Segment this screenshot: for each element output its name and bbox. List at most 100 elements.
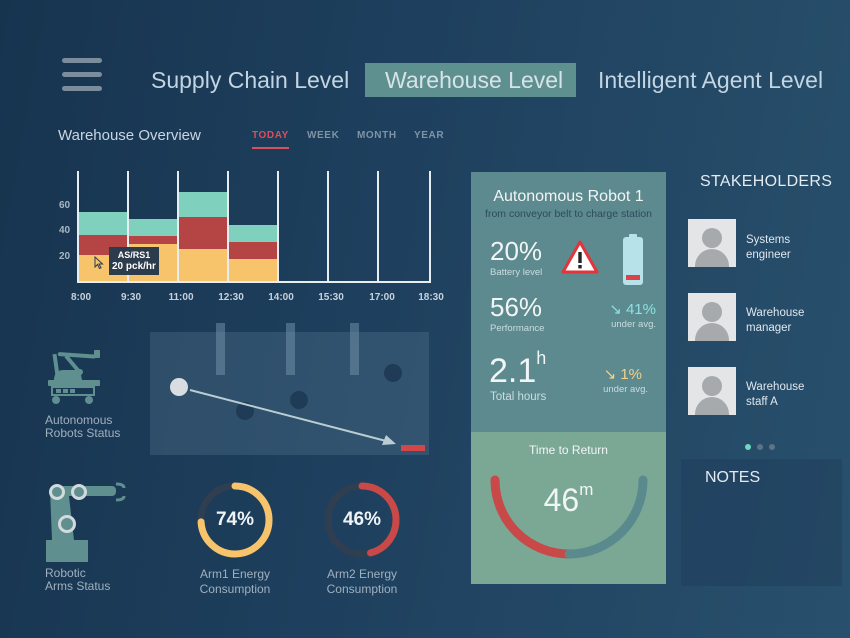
robot-card-title: Autonomous Robot 1 xyxy=(493,188,644,205)
bar-12-30-teal[interactable] xyxy=(228,225,278,242)
chart-tooltip: AS/RS1 20 pck/hr xyxy=(109,247,159,275)
stakeholders-title: STAKEHOLDERS xyxy=(700,173,833,190)
x-tick: 15:30 xyxy=(318,292,344,303)
arrow-down-right-icon: ↘ xyxy=(609,301,622,318)
hours-number: 2.1 xyxy=(489,352,537,390)
y-tick-40: 40 xyxy=(59,225,71,236)
hamburger-menu-icon[interactable] xyxy=(62,58,102,94)
avatar-systems-engineer[interactable] xyxy=(688,219,736,267)
bar-11-00-red[interactable] xyxy=(178,217,228,249)
gridline xyxy=(377,171,379,282)
total-hours-value: 2.1h xyxy=(489,348,546,391)
warehouse-overview-chart: 60 40 20 AS/RS1 20 pck/hr 8:00 9:30 11:0… xyxy=(55,165,445,310)
bar-12-30-red[interactable] xyxy=(228,242,278,259)
tooltip-title: AS/RS1 xyxy=(117,250,151,260)
robots-status-line2: Robots Status xyxy=(45,426,121,440)
gridline xyxy=(327,171,329,282)
stakeholder-line1: Warehouse xyxy=(746,381,805,393)
notes-panel[interactable]: NOTES xyxy=(681,459,842,586)
robots-status-line1: Autonomous xyxy=(45,413,113,427)
stakeholder-line1: Systems xyxy=(746,234,791,246)
x-tick: 14:00 xyxy=(268,292,294,303)
bar-12-30-yellow[interactable] xyxy=(228,259,278,281)
hours-delta: ↘ 1% xyxy=(604,365,642,383)
battery-label: Battery level xyxy=(490,267,543,278)
gridline xyxy=(177,171,179,282)
stakeholder-warehouse-manager[interactable]: Warehouse manager xyxy=(746,306,804,336)
avatar-warehouse-staff-a[interactable] xyxy=(688,367,736,415)
y-tick-20: 20 xyxy=(59,251,71,262)
robotic-arm-icon[interactable] xyxy=(44,480,130,564)
arms-status-line2: Arms Status xyxy=(45,579,111,593)
arrow-down-right-icon: ↘ xyxy=(603,366,617,383)
time-to-return-panel: Time to Return 46m xyxy=(471,432,666,584)
stakeholder-line2: engineer xyxy=(746,249,791,261)
notes-title: NOTES xyxy=(705,469,761,486)
arm1-energy-value: 74% xyxy=(215,509,255,530)
overview-title: Warehouse Overview xyxy=(58,127,201,144)
y-tick-60: 60 xyxy=(59,200,71,211)
arm1-label-line2: Consumption xyxy=(199,582,271,596)
performance-value: 56% xyxy=(490,292,543,322)
performance-delta: ↘ 41% xyxy=(609,300,656,318)
bar-9-30-teal[interactable] xyxy=(128,219,178,236)
pager-dot[interactable] xyxy=(769,444,775,450)
battery-low-icon xyxy=(623,234,643,285)
charge-station-marker xyxy=(401,445,425,451)
x-tick: 8:00 xyxy=(70,292,91,303)
time-to-return-value: 46m xyxy=(471,480,666,519)
x-tick: 17:00 xyxy=(369,292,395,303)
x-tick: 18:30 xyxy=(418,292,444,303)
performance-delta-label: under avg. xyxy=(611,319,656,330)
robots-status-label: Autonomous Robots Status xyxy=(45,414,120,440)
time-tab-week[interactable]: WEEK xyxy=(307,130,340,141)
stakeholder-warehouse-staff-a[interactable]: Warehouse staff A xyxy=(746,380,804,410)
stakeholder-systems-engineer[interactable]: Systems engineer xyxy=(746,233,791,263)
tab-supply-chain-level[interactable]: Supply Chain Level xyxy=(151,67,350,93)
mouse-cursor-icon xyxy=(94,256,104,270)
robot-path-map[interactable] xyxy=(150,332,429,455)
time-tab-month[interactable]: MONTH xyxy=(357,130,397,141)
autonomous-robot-card[interactable]: Autonomous Robot 1 from conveyor belt to… xyxy=(471,172,666,584)
arm2-energy-donut[interactable]: 46% xyxy=(323,481,401,559)
gridline xyxy=(227,171,229,282)
pager-dot-active[interactable] xyxy=(745,444,751,450)
conveyor-pillar xyxy=(216,323,225,375)
bar-9-30-red[interactable] xyxy=(128,236,178,244)
gridline xyxy=(127,171,129,282)
tab-intelligent-agent-level[interactable]: Intelligent Agent Level xyxy=(598,67,824,93)
time-to-return-title: Time to Return xyxy=(529,443,608,457)
performance-label: Performance xyxy=(490,323,545,334)
arm2-label-line2: Consumption xyxy=(326,582,398,596)
time-tab-today[interactable]: TODAY xyxy=(252,130,289,149)
total-hours-label: Total hours xyxy=(490,391,547,403)
bar-11-00-yellow[interactable] xyxy=(178,249,228,281)
obstacle xyxy=(290,391,308,409)
x-tick: 9:30 xyxy=(120,292,141,303)
bar-11-00-teal[interactable] xyxy=(178,192,228,217)
robot-position-marker[interactable] xyxy=(170,378,188,396)
stakeholder-line2: staff A xyxy=(746,396,778,408)
x-tick: 12:30 xyxy=(218,292,244,303)
gridline xyxy=(77,171,79,282)
hours-delta-label: under avg. xyxy=(603,384,648,395)
x-axis xyxy=(77,281,431,283)
stakeholder-line2: manager xyxy=(746,322,792,334)
arm2-label-line1: Arm2 Energy xyxy=(326,567,398,581)
gridline xyxy=(277,171,279,282)
arm1-energy-donut[interactable]: 74% xyxy=(196,481,274,559)
arm2-energy-value: 46% xyxy=(342,509,382,530)
mobile-robot-icon[interactable] xyxy=(44,346,106,408)
hours-unit: h xyxy=(536,347,547,368)
arms-status-line1: Robotic xyxy=(45,566,86,580)
return-unit: m xyxy=(579,480,594,500)
tab-warehouse-level[interactable]: Warehouse Level xyxy=(365,63,576,97)
conveyor-pillar xyxy=(350,323,359,375)
time-tab-year[interactable]: YEAR xyxy=(414,130,445,141)
bar-8-00-teal[interactable] xyxy=(78,212,128,235)
pager-dot[interactable] xyxy=(757,444,763,450)
return-number: 46 xyxy=(543,482,580,518)
avatar-warehouse-manager[interactable] xyxy=(688,293,736,341)
warning-triangle-icon xyxy=(561,240,599,274)
stakeholder-line1: Warehouse xyxy=(746,307,805,319)
